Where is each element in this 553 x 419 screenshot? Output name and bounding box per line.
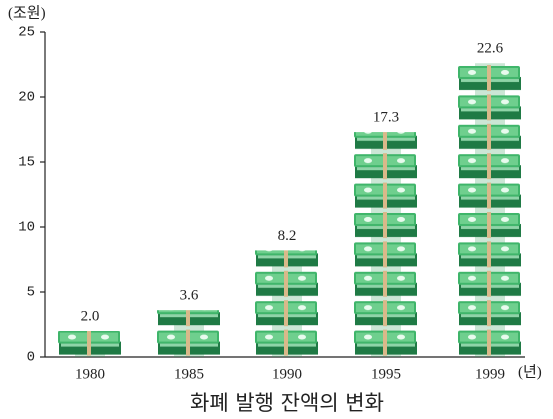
bar [156,310,222,357]
x-tick-label: 1985 [174,366,204,382]
x-tick-label: 1995 [371,366,401,382]
bar [254,250,320,357]
value-label: 17.3 [373,110,399,126]
chart-title: 화폐 발행 잔액의 변화 [190,391,384,415]
value-label: 22.6 [477,41,504,57]
y-axis-label: (조원) [8,4,46,21]
value-label: 3.6 [180,288,199,304]
y-tick-label: 0 [27,350,35,366]
x-tick-label: 1990 [272,366,302,382]
y-tick-label: 5 [27,285,35,301]
y-tick-label: 10 [18,220,35,236]
y-tick-label: 15 [18,155,35,171]
x-tick-label: 1999 [475,366,505,382]
bar [353,132,419,357]
bar [457,63,523,357]
value-label: 8.2 [278,228,297,244]
x-tick-label: 1980 [75,366,105,382]
y-tick-label: 20 [18,90,35,106]
y-tick-label: 25 [18,25,35,41]
bar [57,331,123,357]
x-axis-label: (년) [518,363,542,380]
value-label: 2.0 [81,308,100,324]
